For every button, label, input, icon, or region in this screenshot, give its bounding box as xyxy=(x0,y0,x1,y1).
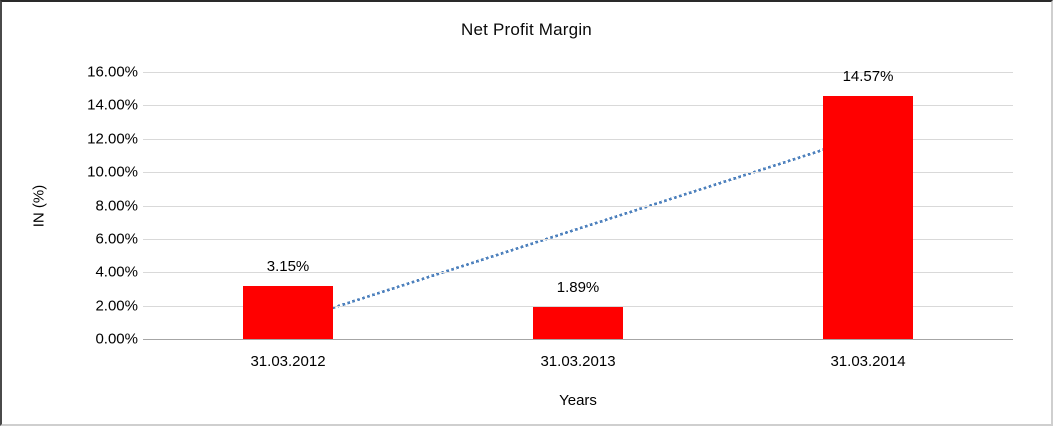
gridline xyxy=(143,138,1013,140)
plot-area: 3.15% 1.89% 14.57% xyxy=(143,68,1013,340)
y-tick-label: 4.00% xyxy=(95,263,138,281)
gridline xyxy=(143,72,1013,73)
y-tick-label: 8.00% xyxy=(95,197,138,214)
gridline xyxy=(143,205,1013,207)
gridline xyxy=(143,272,1013,274)
bar-data-label: 1.89% xyxy=(556,279,600,297)
bar-31.03.2012 xyxy=(243,286,333,339)
gridline xyxy=(143,305,1013,307)
bar-31.03.2013 xyxy=(533,307,623,339)
x-axis-title: Years xyxy=(559,392,597,409)
x-category-label: 31.03.2013 xyxy=(540,353,616,370)
x-category-label: 31.03.2012 xyxy=(250,353,326,370)
y-tick-label: 2.00% xyxy=(95,297,138,315)
y-tick-label: 16.00% xyxy=(87,63,138,81)
x-category-label: 31.03.2014 xyxy=(830,353,906,370)
y-tick-label: 10.00% xyxy=(87,163,138,181)
y-tick-label: 12.00% xyxy=(87,130,138,148)
y-tick-label: 6.00% xyxy=(95,230,138,248)
bar-data-label: 3.15% xyxy=(266,258,310,276)
gridline xyxy=(143,105,1013,107)
x-axis-line xyxy=(143,339,1013,340)
chart-title: Net Profit Margin xyxy=(461,20,592,39)
y-tick-label: 14.00% xyxy=(87,96,138,114)
x-axis-categories: 31.03.2012 31.03.2013 31.03.2014 xyxy=(143,353,1013,373)
y-axis-ticks: 0.00% 2.00% 4.00% 6.00% 8.00% 10.00% 12.00% 14.… xyxy=(2,64,138,348)
gridline xyxy=(143,172,1013,174)
bar-data-label: 14.57% xyxy=(842,67,894,85)
gridline xyxy=(143,238,1013,240)
bar-31.03.2014 xyxy=(823,95,913,339)
y-tick-label: 0.00% xyxy=(95,330,138,348)
